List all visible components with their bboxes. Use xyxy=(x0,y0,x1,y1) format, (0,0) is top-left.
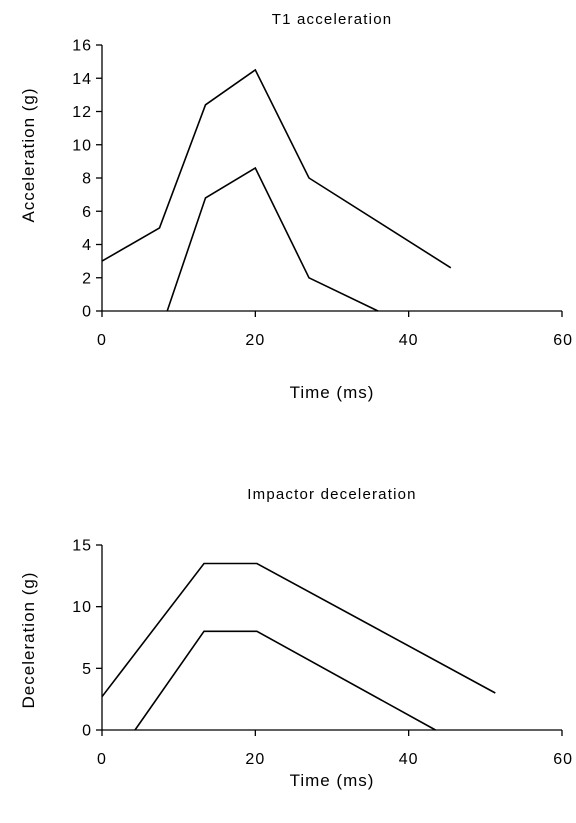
y-tick-label: 6 xyxy=(82,204,92,221)
plot-area: 0 5 10 15 0 20 40 60 xyxy=(72,538,573,769)
x-tick-label: 40 xyxy=(399,332,419,349)
y-tick-label: 12 xyxy=(72,104,92,121)
y-tick-label: 8 xyxy=(82,171,92,188)
y-tick-label: 2 xyxy=(82,270,92,287)
y-axis-label: Deceleration (g) xyxy=(19,572,38,709)
series-line-2 xyxy=(167,168,378,311)
y-tick-label: 14 xyxy=(72,71,92,88)
y-tick-label: 10 xyxy=(72,137,92,154)
x-tick-label: 60 xyxy=(553,751,573,768)
series-line-1 xyxy=(102,564,495,697)
y-tick-label: 4 xyxy=(82,237,92,254)
series-line-1 xyxy=(102,70,451,268)
x-axis-label: Time (ms) xyxy=(290,383,375,402)
chart-title: T1 acceleration xyxy=(272,11,393,28)
y-tick-label: 0 xyxy=(82,723,92,740)
y-axis-label: Acceleration (g) xyxy=(19,87,38,222)
t1-acceleration-chart: T1 acceleration Acceleration (g) Time (m… xyxy=(19,11,573,402)
x-tick-label: 0 xyxy=(97,332,107,349)
y-tick-label: 15 xyxy=(72,538,92,555)
x-tick-label: 20 xyxy=(245,332,265,349)
y-tick-label: 16 xyxy=(72,38,92,55)
x-tick-label: 40 xyxy=(399,751,419,768)
y-tick-label: 0 xyxy=(82,304,92,321)
chart-title: Impactor deceleration xyxy=(247,486,416,503)
y-tick-label: 5 xyxy=(82,661,92,678)
series-line-2 xyxy=(135,631,436,730)
x-tick-label: 0 xyxy=(97,751,107,768)
impactor-deceleration-chart: Impactor deceleration Deceleration (g) T… xyxy=(19,486,573,790)
x-axis-label: Time (ms) xyxy=(290,771,375,790)
plot-area: 0 2 4 6 8 10 12 14 16 0 20 40 60 xyxy=(72,38,573,350)
y-tick-label: 10 xyxy=(72,599,92,616)
x-tick-label: 60 xyxy=(553,332,573,349)
x-tick-label: 20 xyxy=(245,751,265,768)
